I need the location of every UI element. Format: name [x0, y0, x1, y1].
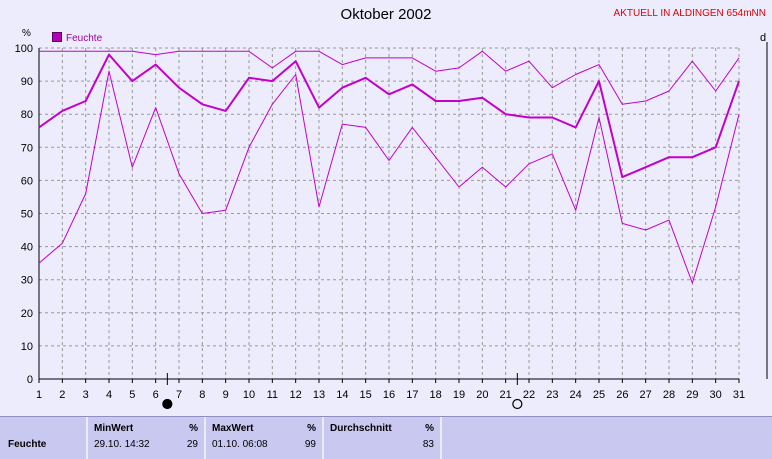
x-tick-label: 8: [199, 389, 205, 401]
stats-divider: [86, 417, 88, 459]
x-tick-label: 6: [153, 389, 159, 401]
station-label: AKTUELL IN ALDINGEN 654mNN: [613, 8, 766, 19]
x-tick-label: 18: [430, 389, 442, 401]
x-tick-label: 31: [733, 389, 745, 401]
avg-cell: Durchschnitt % 83: [324, 417, 440, 459]
min-header: MinWert: [94, 423, 134, 434]
y-tick-label: 40: [21, 242, 33, 254]
x-tick-label: 28: [663, 389, 675, 401]
y-tick-label: 20: [21, 308, 33, 320]
max-cell: MaxWert % 01.10. 06:08 99: [206, 417, 322, 459]
series-line-mean: [38, 53, 740, 179]
x-tick-label: 27: [640, 389, 652, 401]
max-unit: %: [307, 423, 316, 434]
y-axis-unit: %: [22, 28, 31, 39]
y-tick-label: 60: [21, 175, 33, 187]
stats-panel: Feuchte MinWert % 29.10. 14:32 29 MaxWer…: [0, 416, 772, 459]
y-tick-label: 30: [21, 275, 33, 287]
min-value: 29: [186, 439, 198, 450]
x-tick-label: 25: [593, 389, 605, 401]
x-tick-label: 11: [267, 389, 278, 401]
x-tick-label: 14: [336, 389, 348, 401]
max-date: 01.10. 06:08: [212, 439, 268, 450]
y-tick-label: 0: [27, 374, 33, 386]
x-tick-label: 30: [710, 389, 722, 401]
legend-label: Feuchte: [66, 33, 103, 44]
x-tick-label: 23: [546, 389, 558, 401]
legend: Feuchte: [52, 32, 102, 44]
chart-title: Oktober 2002: [340, 6, 432, 23]
x-tick-label: 1: [36, 389, 42, 401]
y-tick-label: 80: [21, 109, 33, 121]
series-line-max: [39, 50, 740, 105]
full-moon-icon: [512, 398, 523, 410]
x-tick-label: 19: [453, 389, 465, 401]
x-tick-label: 24: [570, 389, 582, 401]
x-tick-label: 5: [129, 389, 135, 401]
series-line-min: [38, 70, 740, 284]
y-tick-label: 100: [15, 43, 33, 55]
x-tick-label: 4: [106, 389, 112, 401]
x-tick-label: 15: [360, 389, 372, 401]
max-header: MaxWert: [212, 423, 254, 434]
stats-divider: [204, 417, 206, 459]
x-tick-label: 13: [313, 389, 325, 401]
stats-divider: [440, 417, 442, 459]
avg-unit: %: [425, 423, 434, 434]
avg-value: 83: [422, 439, 434, 450]
stats-row-label: Feuchte: [8, 439, 47, 450]
x-tick-label: 21: [500, 389, 512, 401]
chart-grid: [39, 47, 740, 379]
x-tick-label: 17: [406, 389, 418, 401]
min-unit: %: [189, 423, 198, 434]
moon-phase-markers: [162, 373, 523, 410]
max-value: 99: [304, 439, 316, 450]
chart-series: [38, 50, 740, 284]
y-tick-label: 10: [21, 341, 33, 353]
y-tick-label: 70: [21, 142, 33, 154]
x-tick-label: 9: [223, 389, 229, 401]
chart-axes: [38, 42, 768, 383]
legend-swatch: [52, 32, 62, 42]
x-tick-label: 16: [383, 389, 395, 401]
y-tick-label: 50: [21, 209, 33, 221]
x-tick-label: 2: [59, 389, 65, 401]
right-axis-unit: d: [760, 32, 767, 44]
x-tick-label: 10: [243, 389, 255, 401]
x-tick-label: 7: [176, 389, 182, 401]
min-cell: MinWert % 29.10. 14:32 29: [88, 417, 204, 459]
stats-row-label-cell: Feuchte: [0, 417, 86, 459]
x-tick-label: 26: [616, 389, 628, 401]
y-tick-label: 90: [21, 76, 33, 88]
x-tick-label: 12: [290, 389, 302, 401]
stats-divider: [322, 417, 324, 459]
avg-header: Durchschnitt: [330, 423, 392, 434]
min-date: 29.10. 14:32: [94, 439, 150, 450]
new-moon-icon: [162, 398, 173, 410]
x-tick-label: 3: [83, 389, 89, 401]
x-tick-label: 29: [686, 389, 698, 401]
x-tick-label: 20: [476, 389, 488, 401]
x-tick-label: 22: [523, 389, 535, 401]
